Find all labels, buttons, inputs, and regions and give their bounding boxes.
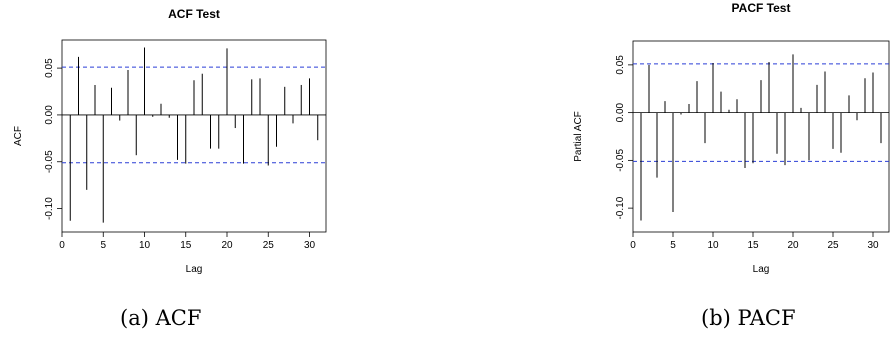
- x-tick-label: 30: [867, 240, 879, 251]
- y-axis-label: Partial ACF: [573, 111, 584, 162]
- x-tick-label: 25: [263, 240, 275, 251]
- x-tick-label: 20: [221, 240, 233, 251]
- pacf-chart-svg: PACF Test 0 5 10 15 20 25 30 0.05 0.00 -0.05 -0.10 L…: [573, 1, 890, 275]
- y-tick-label: 0.05: [615, 55, 626, 75]
- y-tick-label: -0.10: [615, 196, 626, 219]
- x-axis-label: Lag: [753, 264, 770, 275]
- chart-title: PACF Test: [732, 1, 791, 15]
- acf-caption: (a) ACF: [120, 306, 202, 330]
- y-tick-label: 0.00: [44, 105, 55, 125]
- x-tick-label: 20: [787, 240, 799, 251]
- acf-chart: ACF Test 0 5 10 15 20 25 30 0.05 0.00 -0.05 -0.10 La…: [0, 0, 340, 345]
- x-tick-label: 30: [304, 240, 316, 251]
- x-tick-label: 10: [707, 240, 719, 251]
- x-tick-label: 0: [630, 240, 636, 251]
- acf-chart-svg: ACF Test 0 5 10 15 20 25 30 0.05 0.00 -0.05 -0.10 La…: [13, 7, 327, 275]
- y-tick-label: -0.10: [44, 197, 55, 220]
- x-tick-label: 5: [670, 240, 676, 251]
- x-tick-label: 25: [827, 240, 839, 251]
- x-tick-label: 0: [59, 240, 65, 251]
- x-tick-label: 15: [747, 240, 759, 251]
- y-tick-label: 0.05: [44, 58, 55, 78]
- pacf-caption: (b) PACF: [701, 306, 796, 330]
- chart-title: ACF Test: [168, 7, 220, 21]
- x-tick-label: 5: [100, 240, 106, 251]
- x-tick-label: 15: [180, 240, 192, 251]
- y-tick-label: -0.05: [615, 149, 626, 172]
- y-axis-label: ACF: [13, 126, 24, 146]
- x-tick-label: 10: [139, 240, 151, 251]
- pacf-chart: PACF Test 0 5 10 15 20 25 30 0.05 0.00 -0.05 -0.10 L…: [560, 0, 891, 345]
- plot-frame: [61, 39, 327, 233]
- y-tick-label: -0.05: [44, 150, 55, 173]
- y-tick-label: 0.00: [615, 102, 626, 122]
- x-axis-label: Lag: [186, 264, 203, 275]
- plot-frame: [632, 40, 890, 233]
